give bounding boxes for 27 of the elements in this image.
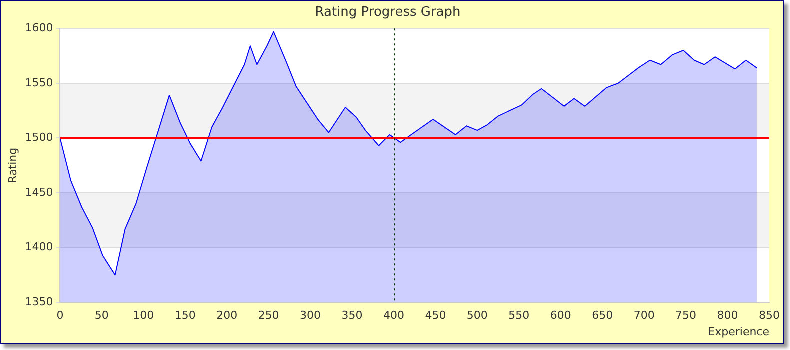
y-tick-label: 1450 — [25, 186, 54, 199]
x-tick-label: 100 — [133, 309, 154, 322]
x-tick-label: 200 — [216, 309, 238, 322]
chart-title: Rating Progress Graph — [315, 5, 461, 20]
x-axis-title: Experience — [708, 325, 770, 338]
x-tick-label: 300 — [300, 309, 322, 322]
x-tick-label: 700 — [634, 309, 655, 322]
x-tick-label: 350 — [342, 309, 363, 322]
x-tick-label: 50 — [94, 309, 109, 322]
y-tick-label: 1550 — [25, 76, 54, 90]
y-tick-label: 1400 — [25, 240, 54, 254]
x-tick-label: 150 — [174, 309, 196, 322]
x-tick-label: 450 — [425, 309, 446, 322]
x-tick-label: 650 — [592, 309, 614, 322]
x-tick-label: 850 — [759, 309, 780, 322]
y-tick-label: 1500 — [25, 131, 54, 144]
x-tick-label: 250 — [258, 309, 280, 322]
y-axis-title: Rating — [6, 148, 20, 184]
x-tick-label: 750 — [676, 309, 697, 322]
x-tick-label: 0 — [56, 309, 64, 322]
y-tick-label: 1350 — [25, 295, 54, 308]
x-tick-label: 400 — [383, 309, 404, 322]
x-tick-label: 800 — [717, 309, 738, 322]
x-tick-label: 500 — [466, 309, 488, 322]
y-tick-label: 1600 — [25, 21, 54, 34]
x-tick-label: 550 — [508, 309, 530, 322]
x-tick-label: 600 — [550, 309, 572, 322]
